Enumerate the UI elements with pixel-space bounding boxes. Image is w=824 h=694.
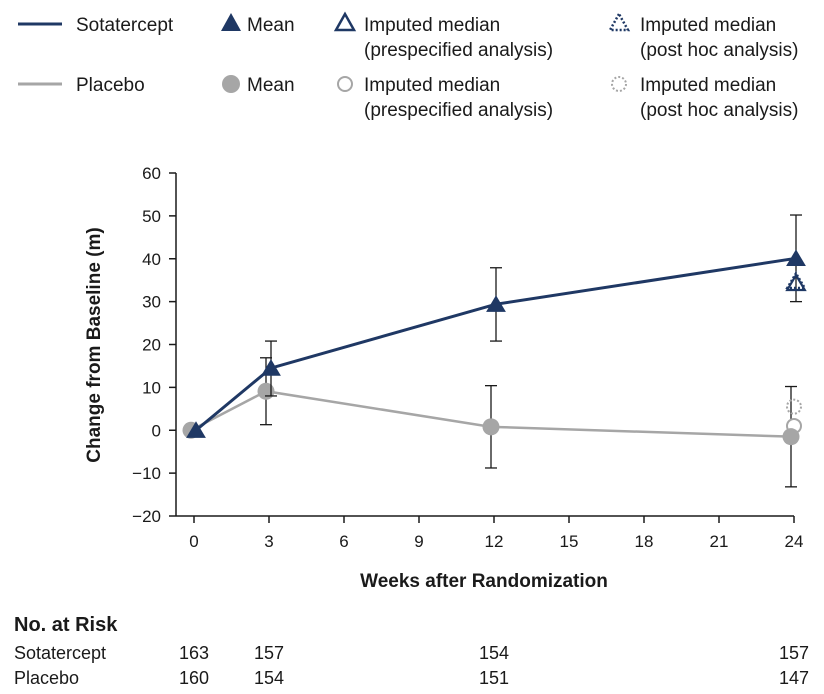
- legend-placebo-imputed-pre-label: Imputed median: [364, 75, 500, 96]
- legend-placebo-mean-label: Mean: [247, 75, 295, 96]
- mean-marker-sotatercept: [186, 421, 206, 438]
- risk-count: 154: [254, 668, 284, 688]
- mean-marker-placebo: [782, 428, 800, 446]
- x-tick-label: 6: [339, 532, 348, 551]
- legend-sotatercept-imputed-pre-label: Imputed median: [364, 15, 500, 36]
- legend-sotatercept-label: Sotatercept: [76, 15, 174, 36]
- y-tick-label: 10: [142, 378, 161, 397]
- risk-count: 157: [254, 643, 284, 663]
- risk-row-label: Placebo: [14, 668, 79, 688]
- legend-placebo-imputed-pre-note: (prespecified analysis): [364, 100, 553, 121]
- risk-count: 163: [179, 643, 209, 663]
- y-axis-title: Change from Baseline (m): [84, 227, 105, 462]
- legend-placebo-imputed-pre-marker: [337, 76, 353, 92]
- risk-count: 157: [779, 643, 809, 663]
- series-placebo: [182, 357, 802, 488]
- y-tick-label: 60: [142, 164, 161, 183]
- x-tick-label: 21: [710, 532, 729, 551]
- series-line-sotatercept: [195, 256, 797, 432]
- x-tick-label: 0: [189, 532, 198, 551]
- risk-count: 154: [479, 643, 509, 663]
- legend-placebo-imputed-post-label: Imputed median: [640, 75, 776, 96]
- mean-marker-placebo: [257, 382, 275, 400]
- legend-sotatercept-imputed-pre-note: (prespecified analysis): [364, 40, 553, 61]
- y-tick-label: 20: [142, 336, 161, 355]
- x-tick-label: 18: [635, 532, 654, 551]
- mean-marker-sotatercept: [261, 359, 281, 376]
- x-tick-label: 24: [785, 532, 804, 551]
- y-tick-label: −20: [132, 507, 161, 526]
- x-axis-title: Weeks after Randomization: [360, 571, 608, 592]
- y-tick-label: 0: [152, 421, 161, 440]
- y-tick-label: 40: [142, 250, 161, 269]
- legend-placebo-imputed-post-marker: [611, 76, 627, 92]
- risk-count: 147: [779, 668, 809, 688]
- axes: 60 50 40 30 20 10 0 −10 −20 0 3 6 9 12 15 18 21 24 Chang…: [84, 164, 803, 592]
- legend-sotatercept-imputed-pre-marker: [333, 11, 357, 32]
- risk-count: 151: [479, 668, 509, 688]
- x-tick-label: 9: [414, 532, 423, 551]
- legend-placebo-imputed-post-note: (post hoc analysis): [640, 100, 798, 121]
- y-tick-label: −10: [132, 464, 161, 483]
- y-ticks: 60 50 40 30 20 10 0 −10 −20: [132, 164, 176, 526]
- legend-sotatercept-imputed-post-marker: [607, 11, 631, 32]
- legend-sotatercept-imputed-post-label: Imputed median: [640, 15, 776, 36]
- risk-row-label: Sotatercept: [14, 643, 106, 663]
- risk-table-title: No. at Risk: [14, 614, 118, 636]
- x-tick-label: 12: [485, 532, 504, 551]
- x-tick-label: 3: [264, 532, 273, 551]
- legend: Sotatercept Mean Imputed median (prespec…: [18, 11, 798, 121]
- imputed-median-posthoc-sotatercept: [785, 270, 807, 289]
- series-line-placebo: [190, 389, 792, 438]
- y-tick-label: 30: [142, 293, 161, 312]
- legend-sotatercept-mean-label: Mean: [247, 15, 295, 36]
- legend-sotatercept-imputed-post-note: (post hoc analysis): [640, 40, 798, 61]
- risk-table: No. at Risk Sotatercept 163 157 154 157 Place…: [14, 614, 809, 688]
- legend-placebo-label: Placebo: [76, 75, 145, 96]
- legend-placebo-mean-marker: [222, 75, 240, 93]
- mean-marker-sotatercept: [786, 249, 806, 266]
- imputed-median-posthoc-placebo: [786, 398, 802, 415]
- risk-count: 160: [179, 668, 209, 688]
- legend-sotatercept-mean-marker: [221, 13, 241, 31]
- x-ticks: 0 3 6 9 12 15 18 21 24: [189, 516, 803, 551]
- series-sotatercept: [186, 214, 807, 438]
- mean-marker-sotatercept: [486, 295, 506, 312]
- plot-area: [182, 214, 807, 488]
- y-tick-label: 50: [142, 207, 161, 226]
- mean-marker-placebo: [482, 418, 500, 436]
- x-tick-label: 15: [560, 532, 579, 551]
